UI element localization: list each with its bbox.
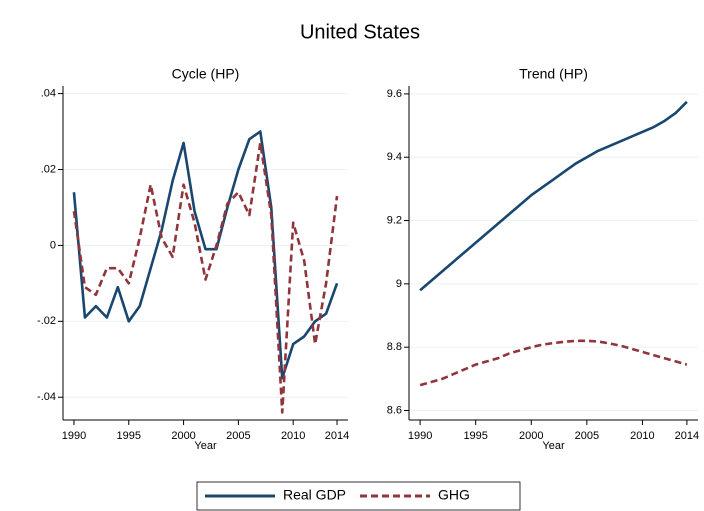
y-tick-label: 9.4: [387, 151, 402, 163]
x-axis-label: Year: [542, 440, 565, 452]
x-tick-label: 1990: [408, 430, 432, 442]
x-tick-label: 2010: [281, 430, 305, 442]
legend-label: Real GDP: [283, 487, 346, 503]
x-tick-label: 2000: [171, 430, 195, 442]
x-tick-label: 2005: [226, 430, 250, 442]
series-line: [419, 339, 688, 387]
series-line: [72, 130, 339, 380]
x-tick-label: 1995: [117, 430, 141, 442]
y-tick-label: 9.2: [387, 214, 402, 226]
page-title: United States: [300, 21, 420, 43]
x-tick-label: 2000: [519, 430, 543, 442]
x-tick-label: 2014: [325, 430, 349, 442]
series-line: [419, 100, 688, 292]
legend-label: GHG: [438, 487, 470, 503]
y-tick-label: -.02: [37, 315, 56, 327]
y-tick-label: .04: [41, 87, 56, 99]
y-tick-label: -.04: [37, 391, 56, 403]
y-tick-label: 0: [50, 239, 56, 251]
x-tick-label: 2010: [630, 430, 654, 442]
x-axis-label: Year: [194, 440, 217, 452]
y-tick-label: 9: [396, 278, 402, 290]
y-tick-label: 8.6: [387, 404, 402, 416]
series-line: [72, 141, 339, 414]
x-tick-label: 1995: [463, 430, 487, 442]
y-tick-label: 9.6: [387, 88, 402, 100]
x-tick-label: 1990: [62, 430, 86, 442]
x-tick-label: 2005: [575, 430, 599, 442]
panel-title: Trend (HP): [519, 66, 588, 82]
y-tick-label: 8.8: [387, 341, 402, 353]
panel-title: Cycle (HP): [172, 66, 240, 82]
x-tick-label: 2014: [675, 430, 699, 442]
y-tick-label: .02: [41, 163, 56, 175]
